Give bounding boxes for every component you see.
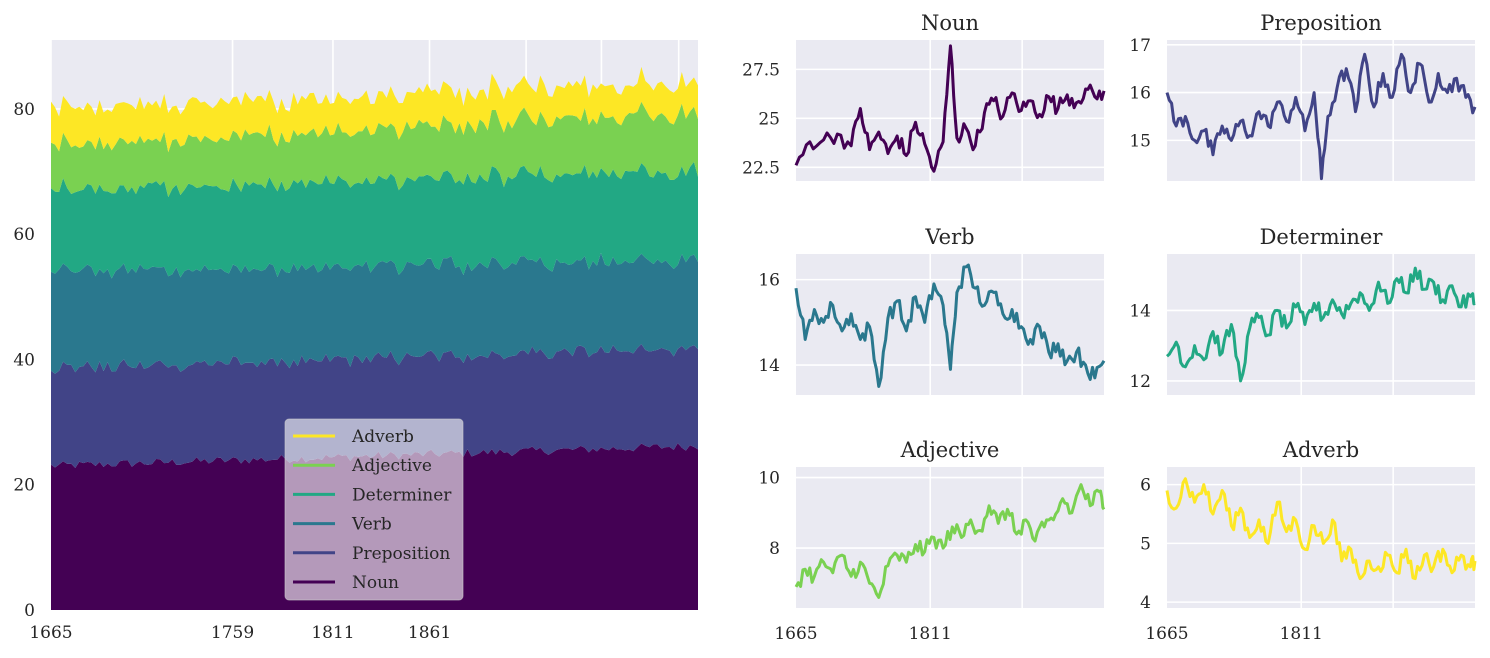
legend-label: Verb — [351, 515, 392, 535]
stacked-area-chart: 0 20 40 60 80 1665 1759 1811 1861 Adverb Adjecti… — [13, 40, 698, 643]
y-tick-label: 15 — [1129, 131, 1151, 151]
panel-verb: Verb 14 16 — [758, 225, 1106, 395]
area-layers — [51, 66, 698, 610]
x-tick-label: 1665 — [29, 623, 72, 643]
series-line-determiner — [1166, 266, 1476, 383]
y-tick-label: 16 — [1129, 84, 1151, 104]
legend-label: Noun — [352, 573, 399, 593]
y-tick-label: 8 — [769, 539, 780, 559]
legend-label: Adverb — [351, 427, 414, 447]
legend-label: Preposition — [352, 544, 450, 564]
panel-title: Adverb — [1282, 438, 1359, 462]
y-tick-label: 6 — [1140, 476, 1151, 496]
area-adverb — [51, 66, 698, 153]
x-tick-label: 1811 — [311, 623, 354, 643]
x-tick-label: 1861 — [408, 623, 451, 643]
plot-background — [1167, 254, 1475, 395]
area-adjective — [51, 101, 698, 198]
area-verb — [51, 252, 698, 374]
y-tick-label: 40 — [13, 350, 35, 370]
area-determiner — [51, 161, 698, 279]
x-tick-label: 1759 — [211, 623, 254, 643]
series-line-preposition — [1165, 52, 1477, 181]
y-tick-label: 80 — [13, 100, 35, 120]
area-preposition — [51, 343, 698, 469]
panel-title: Adjective — [900, 438, 1000, 462]
series-line-noun — [794, 44, 1106, 173]
panel-title: Preposition — [1260, 11, 1382, 35]
panel-title: Determiner — [1260, 225, 1384, 249]
panel-title: Noun — [921, 11, 979, 35]
panel-adverb: Adverb 4 5 6 1665 1811 — [1140, 438, 1477, 644]
panel-preposition: Preposition 15 16 17 — [1129, 11, 1477, 181]
y-tick-label: 17 — [1129, 36, 1151, 56]
legend: Adverb Adjective Determiner Verb Preposition… — [284, 418, 464, 601]
x-tick-label: 1811 — [909, 624, 952, 644]
series-line-adverb — [1165, 477, 1477, 581]
y-tick-labels: 0 20 40 60 80 — [13, 100, 35, 621]
y-tick-label: 27.5 — [742, 60, 780, 80]
x-tick-labels: 1665 1759 1811 1861 — [29, 623, 451, 643]
panel-noun: Noun 22.5 25 27.5 — [742, 11, 1106, 181]
y-tick-label: 16 — [758, 271, 780, 291]
series-line-verb — [794, 263, 1106, 388]
plot-background — [796, 254, 1104, 395]
panel-title: Verb — [924, 225, 974, 249]
y-tick-label: 22.5 — [742, 158, 780, 178]
legend-label: Determiner — [352, 485, 452, 505]
y-tick-label: 5 — [1140, 534, 1151, 554]
y-tick-label: 60 — [13, 225, 35, 245]
panel-determiner: Determiner 12 14 — [1129, 225, 1476, 395]
series-line-adjective — [794, 483, 1106, 599]
y-tick-label: 14 — [758, 356, 780, 376]
y-tick-label: 20 — [13, 476, 35, 496]
legend-label: Adjective — [351, 456, 432, 476]
y-tick-label: 12 — [1129, 372, 1151, 392]
y-tick-label: 0 — [24, 601, 35, 621]
y-tick-label: 25 — [758, 109, 780, 129]
y-tick-label: 10 — [758, 469, 780, 489]
x-tick-label: 1665 — [774, 624, 817, 644]
x-tick-label: 1665 — [1145, 624, 1188, 644]
y-tick-label: 4 — [1140, 593, 1151, 613]
y-tick-label: 14 — [1129, 301, 1151, 321]
panel-adjective: Adjective 8 10 1665 1811 — [758, 438, 1106, 644]
x-tick-label: 1811 — [1280, 624, 1323, 644]
